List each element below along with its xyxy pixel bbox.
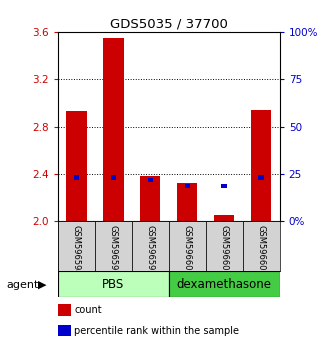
- Bar: [259, 175, 264, 179]
- Bar: [169, 271, 280, 297]
- Bar: [221, 184, 227, 188]
- Text: percentile rank within the sample: percentile rank within the sample: [74, 326, 239, 336]
- Text: agent: agent: [7, 280, 39, 290]
- Text: GSM596596: GSM596596: [146, 225, 155, 275]
- Bar: [66, 111, 87, 221]
- Bar: [169, 221, 206, 271]
- Bar: [58, 221, 95, 271]
- Bar: [103, 38, 123, 221]
- Text: dexamethasone: dexamethasone: [177, 278, 272, 291]
- Text: GSM596602: GSM596602: [257, 225, 266, 275]
- Bar: [243, 221, 280, 271]
- Bar: [214, 215, 234, 221]
- Bar: [73, 175, 79, 179]
- Text: count: count: [74, 306, 102, 315]
- Text: GSM596600: GSM596600: [183, 225, 192, 275]
- Text: GSM596594: GSM596594: [72, 225, 81, 275]
- Bar: [206, 221, 243, 271]
- Bar: [132, 221, 169, 271]
- Title: GDS5035 / 37700: GDS5035 / 37700: [110, 18, 228, 31]
- Bar: [184, 184, 190, 188]
- Text: GSM596595: GSM596595: [109, 225, 118, 275]
- Text: ▶: ▶: [38, 280, 47, 290]
- Text: GSM596601: GSM596601: [220, 225, 229, 275]
- Bar: [140, 176, 161, 221]
- Bar: [95, 221, 132, 271]
- Text: PBS: PBS: [102, 278, 124, 291]
- Bar: [251, 110, 271, 221]
- Bar: [177, 183, 198, 221]
- Bar: [58, 271, 169, 297]
- Bar: [148, 178, 153, 182]
- Bar: [111, 175, 116, 179]
